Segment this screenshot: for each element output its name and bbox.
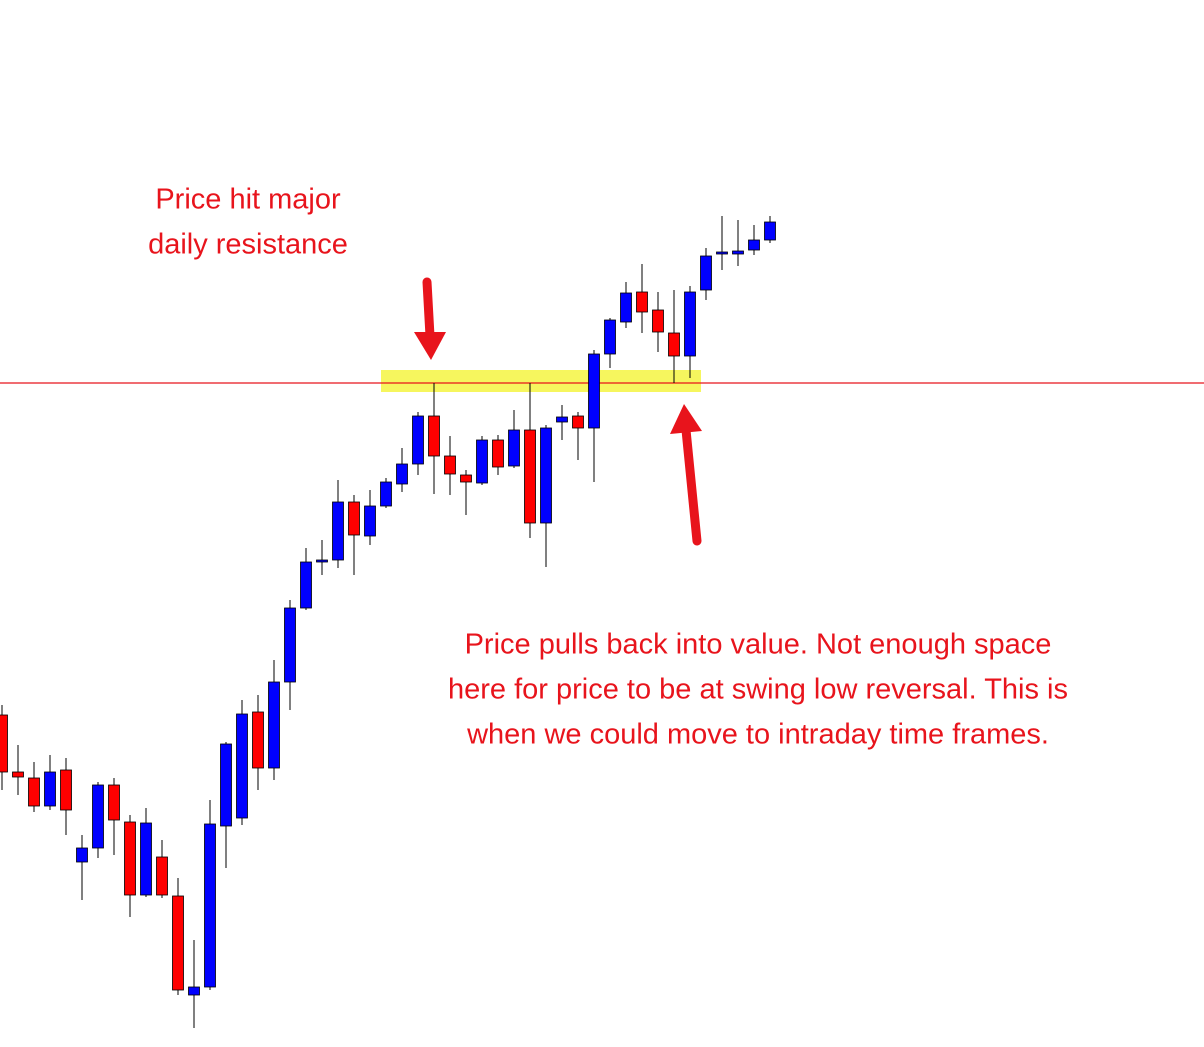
candle-body (588, 353, 600, 429)
candle-body (140, 822, 152, 896)
candle-body (284, 607, 296, 683)
resistance-zone (381, 370, 701, 392)
annotation-line: Price pulls back into value. Not enough … (465, 629, 1052, 661)
candle-body (556, 416, 568, 423)
candle-body (428, 415, 440, 457)
candle-body (476, 439, 488, 484)
arrows (414, 277, 702, 546)
candle-body (700, 255, 712, 291)
candle-body (236, 713, 248, 819)
candle-body (108, 784, 120, 821)
candle-body (172, 895, 184, 991)
candle-body (332, 501, 344, 561)
candle-body (444, 455, 456, 475)
candle-body (764, 221, 776, 241)
candle-body (188, 986, 200, 996)
candle-body (508, 429, 520, 467)
candle-body (268, 681, 280, 769)
candle-body (460, 474, 472, 483)
candle-body (732, 250, 744, 255)
candle-body (76, 847, 88, 863)
candle-body (684, 291, 696, 357)
candle-body (668, 332, 680, 357)
arrow-down (422, 277, 435, 341)
annotation-line: when we could move to intraday time fram… (466, 719, 1049, 751)
candle-body (364, 505, 376, 537)
candle-body (220, 743, 232, 827)
annotation-line: daily resistance (148, 229, 348, 261)
arrow-up (681, 425, 702, 546)
candle-body (604, 319, 616, 355)
candle-body (44, 771, 56, 807)
candle-body (716, 251, 728, 255)
arrow-head (670, 404, 702, 434)
candle-body (204, 823, 216, 988)
candle-body (156, 856, 168, 896)
candles (0, 216, 776, 1028)
annotations: Price hit major daily resistance Price pul… (148, 184, 1068, 751)
candle-body (572, 415, 584, 429)
candle-body (316, 559, 328, 563)
annotation-line: here for price to be at swing low revers… (448, 674, 1068, 706)
candle-body (380, 481, 392, 507)
candle-body (124, 821, 136, 896)
candle-body (636, 291, 648, 313)
candle-body (524, 429, 536, 524)
candle-body (540, 427, 552, 524)
candle-body (396, 463, 408, 485)
candle-body (0, 714, 8, 773)
arrow-head (414, 332, 446, 360)
candle-body (60, 769, 72, 811)
annotation-line: Price hit major (155, 184, 341, 216)
candle-body (12, 771, 24, 778)
candle-body (412, 415, 424, 465)
candle-body (28, 777, 40, 807)
candle-body (652, 309, 664, 333)
candle-body (252, 711, 264, 769)
candle-body (748, 239, 760, 251)
candle-body (348, 501, 360, 536)
candle-body (300, 561, 312, 609)
candle-body (492, 439, 504, 468)
candle-body (620, 292, 632, 323)
candle-body (92, 784, 104, 849)
